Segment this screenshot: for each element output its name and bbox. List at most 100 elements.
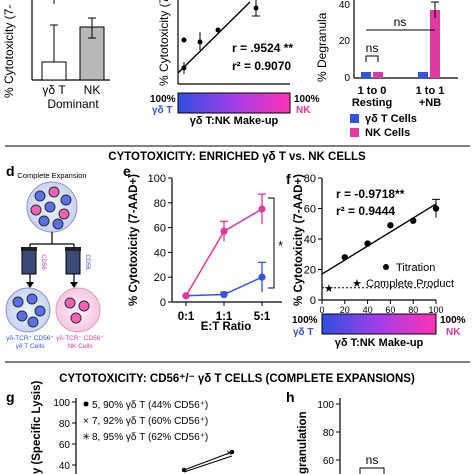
g-legend-2: 7, 92% γδ T (60% CD56⁺) [92,416,208,427]
panel-label-e: e [123,163,131,179]
legend-swatch-nk [350,128,359,137]
bar-nk-nb [430,10,440,78]
e-ytick-label: 60 [154,223,166,235]
top-middle-ylabel: % Cytotoxicity (7 [157,0,171,86]
g-point [181,467,187,473]
group-sublabel: +NB [419,97,441,109]
e-ytick-label: 0 [160,297,166,309]
panel-g-chart: g ty (Specific Lysis) 100 80 60 40 5, 90… [6,380,235,474]
ytick: 0 [344,73,350,84]
f-ylabel: % Cytotoxicity (7-AAD+) [293,174,305,306]
legend-gdt: γδ T Cells [365,113,417,125]
panel-f-chart: f % Cytotoxicity (7-AAD+) 0 20 40 60 80 0 20 4… [286,171,466,349]
category-gdt: γδ T [42,83,66,97]
g-legend-1: 5, 90% γδ T (44% CD56⁺) [92,400,208,411]
label-gdt-line2: γδ T Cells [16,343,46,350]
f-r2-stat: r² = 0.9444 [336,204,395,218]
f-titration-point [364,240,371,247]
e-point-nk [258,205,266,213]
cells-complete [30,186,72,230]
g-point [229,449,235,455]
g-series-line [183,455,233,473]
ytick: 80 [323,428,335,439]
bar-gdt [41,61,67,81]
ytick: 100 [53,398,70,409]
f-makeup-caption: γδ T:NK Make-up [335,337,424,349]
top-left-bar-chart: % Cytotoxicity (7- γδ T NK Dominant [2,0,110,111]
ytick: 40 [339,0,351,11]
cells-nk [64,297,90,324]
label-gdt-line1: γδ-TCR⁺ CD56⁺ [6,335,54,342]
f-titration-point [341,254,348,261]
f-makeup-right-label: NK [446,327,461,338]
cells-gdt [12,293,46,328]
legend-titration: Titration [396,262,435,274]
e-ylabel: % Cytotoxicity (7-AAD+) [128,174,140,306]
e-ytick-label: 20 [154,272,166,284]
tube-right [65,247,81,275]
e-point-gdt [220,290,228,299]
h-ns: ns [366,453,379,467]
g-legend-3: 8, 95% γδ T (62% CD56⁺) [92,432,208,443]
f-xtick-label: 20 [340,305,350,315]
f-ytick-label: 20 [304,265,316,277]
ytick: 60 [323,456,335,467]
f-makeup-left-label: γδ T [293,327,314,338]
ytick: 100 [317,400,334,411]
legend-complete-product: Complete Product [366,278,454,290]
e-xtick-label: 1:1 [216,311,233,323]
makeup-caption: γδ T:NK Make-up [190,115,279,127]
f-r-stat: r = -0.9718** [336,187,405,201]
panel-label-g: g [6,389,15,405]
f-ytick-label: 40 [304,234,316,246]
e-xtick-label: 0:1 [178,311,195,323]
f-titration-point [432,205,440,212]
f-ytick-label: 60 [304,204,316,216]
section-title-cd56: CYTOTOXICITY: CD56⁺/⁻ γδ T CELLS (COMPLE… [59,373,415,385]
panel-label-f: f [286,171,291,187]
label-nk-line2: NK Cells [67,343,93,350]
panel-h-chart: h granulation 100 80 60 ns [286,389,385,474]
dominant-label: Dominant [47,97,99,111]
legend-marker-x: × [83,416,89,427]
ytick: 20 [339,36,351,47]
top-right-ylabel: % Degranula [315,12,329,82]
ytick: 80 [59,419,71,430]
f-ytick-label: 0 [310,295,316,307]
g-series-line [183,451,233,471]
f-complete-product-point: ★ [324,283,334,295]
ytick: 60 [59,440,71,451]
legend-marker-circle [83,401,89,407]
f-fit-line [321,203,437,275]
top-left-ylabel: % Cytotoxicity (7- [2,5,16,98]
makeup-gradient-bar [177,92,291,114]
top-middle-scatter: % Cytotoxicity (7 r = .9524 ** r² = 0.90… [150,0,320,127]
e-ytick-label: 80 [154,198,166,210]
e-xtick-label: 5:1 [254,311,271,323]
group-label: 1 to 0 [358,85,387,97]
e-ytick-label: 100 [148,173,166,185]
panel-label-d: d [6,163,15,179]
g-ylabel: ty (Specific Lysis) [31,380,43,474]
category-nk: NK [84,83,101,97]
e-significance: * [278,238,283,253]
bar-gdt-resting [361,72,371,78]
legend-marker-star: ✳ [82,432,90,443]
g-point-x: × [226,448,232,459]
top-right-degranulation: % Degranula 40 20 0 ns ns 1 to 0 Resting… [315,0,458,139]
r-stat: r = .9524 ** [232,41,293,55]
ytick: 40 [59,461,71,472]
makeup-right-label: NK [296,105,311,116]
e-point-nk [220,227,228,235]
legend-swatch-gdt [350,114,359,123]
legend-star-marker: ★ [352,278,362,290]
h-ns-bracket [359,467,385,474]
ns-top: ns [394,15,407,29]
section-title-enriched: CYTOTOXICITY: ENRICHED γδ T vs. NK CELLS [108,151,366,163]
f-makeup-gradient-bar [321,313,437,335]
f-xtick-label: 40 [363,305,373,315]
legend-nk: NK Cells [365,127,410,139]
group-sublabel: Resting [352,97,392,109]
f-ytick-label: 80 [304,173,316,185]
